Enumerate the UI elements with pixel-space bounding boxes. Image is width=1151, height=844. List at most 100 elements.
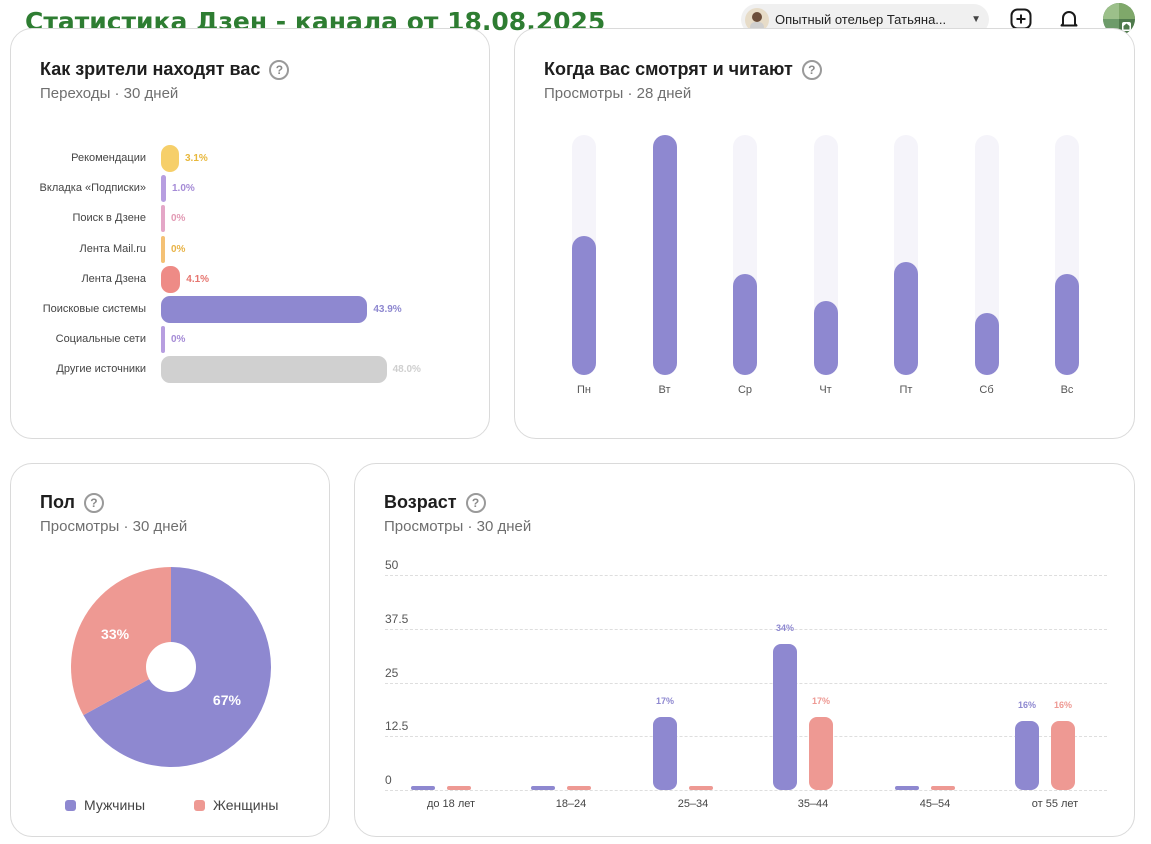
source-label: Рекомендации <box>71 152 146 164</box>
source-value: 4.1% <box>186 273 210 285</box>
source-label: Лента Дзена <box>81 272 146 285</box>
source-bar <box>161 265 181 293</box>
card-title: Возраст <box>384 492 457 512</box>
source-value: 3.1% <box>185 153 208 164</box>
legend-item-male: Мужчины <box>65 797 145 813</box>
source-value: 0% <box>171 213 186 225</box>
age-category-label: 18–24 <box>555 798 587 810</box>
card-subtitle: Просмотры · 28 дней <box>544 85 692 102</box>
grid-line <box>385 736 1107 738</box>
age-bar-female <box>689 786 713 790</box>
source-label: Вкладка «Подписки» <box>39 182 146 195</box>
day-bar <box>813 300 838 375</box>
help-icon[interactable]: ? <box>269 59 290 80</box>
day-label: Ср <box>737 384 753 396</box>
pie-slice-female <box>71 567 171 716</box>
help-icon[interactable]: ? <box>465 492 486 513</box>
donut-hole <box>146 642 196 692</box>
traffic-sources-card: Как зрители находят вас ? Переходы · 30 … <box>10 28 490 439</box>
gender-pie-chart: 67% 33% <box>71 567 272 767</box>
source-value: 1.0% <box>172 183 195 195</box>
card-subtitle: Просмотры · 30 дней <box>384 518 532 535</box>
day-label: Вт <box>658 384 671 396</box>
age-bar-value: 17% <box>811 695 830 706</box>
age-bar-value: 34% <box>775 622 794 633</box>
source-bar <box>161 235 165 263</box>
age-bar-value: 16% <box>1053 700 1072 711</box>
weekdays-card: Когда вас смотрят и читают ? Просмотры ·… <box>514 28 1135 439</box>
chevron-down-icon: ▼ <box>971 14 981 25</box>
age-category-label: от 55 лет <box>1031 798 1079 810</box>
pie-label: 33% <box>101 626 130 642</box>
day-label: Пт <box>899 384 913 396</box>
grid-line <box>385 575 1107 576</box>
age-bar-male <box>773 643 797 790</box>
user-name: Опытный отельер Татьяна... <box>775 12 947 27</box>
day-bar <box>974 312 999 375</box>
card-title: Как зрители находят вас <box>40 59 261 79</box>
help-icon[interactable]: ? <box>801 59 822 80</box>
day-bar <box>572 235 596 375</box>
pie-label: 67% <box>213 692 242 708</box>
source-value: 0% <box>171 243 186 255</box>
age-bar-female <box>809 716 833 790</box>
source-bar <box>161 175 166 203</box>
grid-line <box>385 790 1107 791</box>
age-category-label: 45–54 <box>919 798 951 810</box>
legend-swatch <box>194 799 205 811</box>
legend-label: Женщины <box>213 797 279 813</box>
source-value: 0% <box>171 334 186 346</box>
age-bar-female <box>931 786 955 790</box>
source-label: Поиск в Дзене <box>72 212 146 225</box>
source-label: Социальные сети <box>55 333 146 346</box>
legend-label: Мужчины <box>84 797 146 813</box>
day-bar <box>652 135 677 375</box>
day-label: Вс <box>1060 384 1074 396</box>
card-title: Когда вас смотрят и читают <box>544 59 793 79</box>
age-category-label: 35–44 <box>797 798 829 810</box>
day-bar <box>1055 274 1079 375</box>
age-card: Возраст ? Просмотры · 30 дней 50 37.5 25 12… <box>354 463 1135 837</box>
age-bar-male <box>411 786 435 790</box>
source-label: Другие источники <box>56 363 146 376</box>
card-title: Пол <box>40 492 75 512</box>
source-bar <box>161 145 179 172</box>
age-bar-male <box>1015 721 1039 790</box>
source-value: 48.0% <box>392 364 421 376</box>
source-label: Поисковые системы <box>42 303 146 315</box>
age-bar-male <box>895 786 919 790</box>
age-category-label: 25–34 <box>677 798 709 810</box>
day-bar <box>894 262 918 375</box>
source-bar <box>161 296 368 323</box>
age-bar-value: 16% <box>1017 700 1036 711</box>
grid-line <box>385 682 1107 684</box>
help-icon[interactable]: ? <box>83 492 104 513</box>
card-subtitle: Переходы · 30 дней <box>40 85 179 102</box>
age-bar-male <box>653 716 677 790</box>
card-subtitle: Просмотры · 30 дней <box>40 518 188 535</box>
age-bar-male <box>531 786 555 790</box>
y-tick-label: 0 <box>385 773 392 787</box>
y-tick-label: 50 <box>385 558 399 572</box>
legend-swatch <box>65 799 76 811</box>
gender-card: Пол ? Просмотры · 30 дней 67% 33% Мужчины… <box>10 463 330 837</box>
y-tick-label: 37.5 <box>385 611 409 626</box>
source-label: Лента Mail.ru <box>79 242 146 255</box>
source-value: 43.9% <box>373 304 402 315</box>
grid-line <box>385 628 1107 630</box>
day-label: Чт <box>819 384 832 396</box>
source-bar <box>161 326 165 354</box>
age-bar-value: 17% <box>655 695 674 706</box>
y-tick-label: 25 <box>385 665 399 680</box>
day-label: Сб <box>979 384 994 396</box>
age-bar-female <box>1051 721 1075 790</box>
age-category-label: до 18 лет <box>426 798 476 810</box>
day-bar <box>733 274 757 375</box>
account-switcher[interactable]: Опытный отельер Татьяна... ▼ <box>741 4 989 35</box>
source-bar <box>161 356 387 384</box>
source-bar <box>161 205 165 233</box>
age-bar-female <box>447 786 471 790</box>
age-bar-female <box>567 786 591 790</box>
legend-item-female: Женщины <box>194 797 278 813</box>
y-tick-label: 12.5 <box>385 719 409 734</box>
